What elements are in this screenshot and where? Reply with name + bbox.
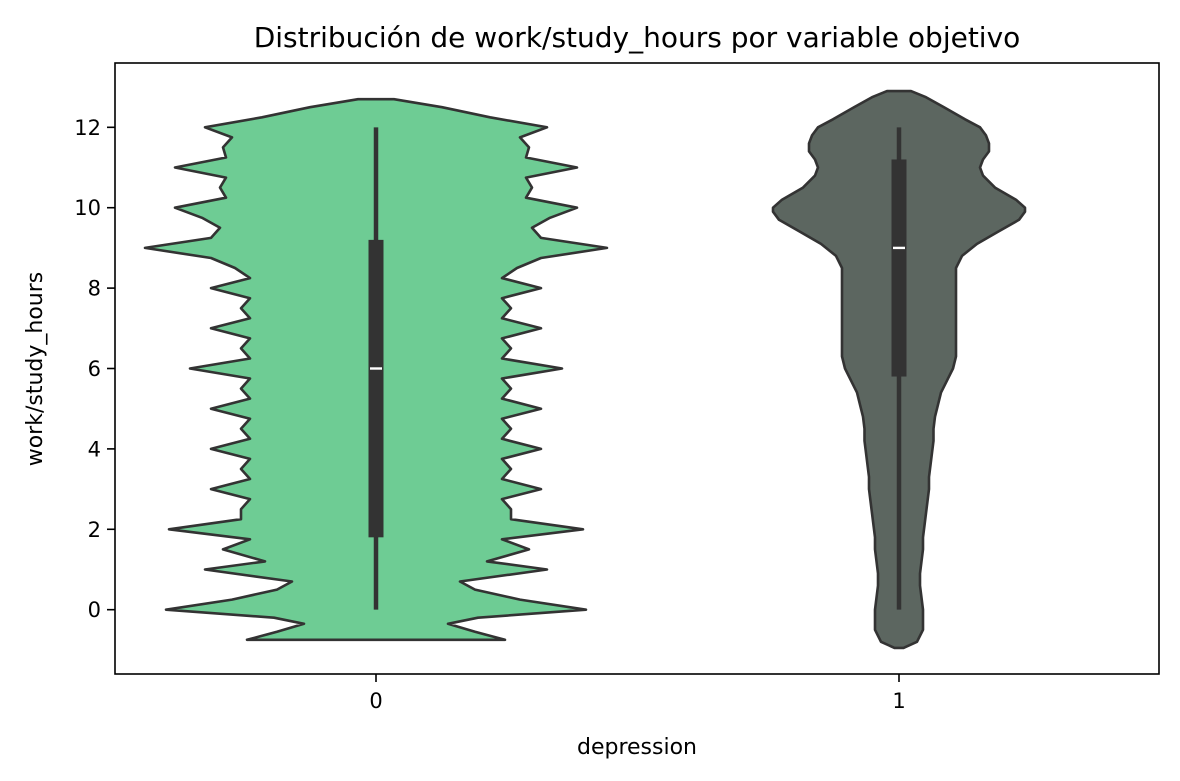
iqr-box-1 xyxy=(891,159,907,377)
violin-0 xyxy=(143,97,609,642)
y-axis: 0 2 4 6 8 10 12 xyxy=(74,116,115,622)
x-tick-label: 1 xyxy=(892,689,905,713)
y-tick-label: 2 xyxy=(88,518,101,542)
x-tick-label: 0 xyxy=(369,689,382,713)
y-tick-label: 10 xyxy=(74,196,101,220)
violin-1 xyxy=(771,89,1027,650)
iqr-box-0 xyxy=(368,239,384,538)
y-tick-label: 8 xyxy=(88,277,101,301)
plot-area xyxy=(143,89,1027,650)
x-axis-label: depression xyxy=(577,735,697,760)
y-tick-label: 0 xyxy=(88,598,101,622)
y-tick-label: 6 xyxy=(88,357,101,381)
y-tick-label: 12 xyxy=(74,116,101,140)
y-tick-label: 4 xyxy=(88,437,101,461)
chart-title: Distribución de work/study_hours por var… xyxy=(254,21,1021,54)
y-axis-label: work/study_hours xyxy=(23,272,48,467)
